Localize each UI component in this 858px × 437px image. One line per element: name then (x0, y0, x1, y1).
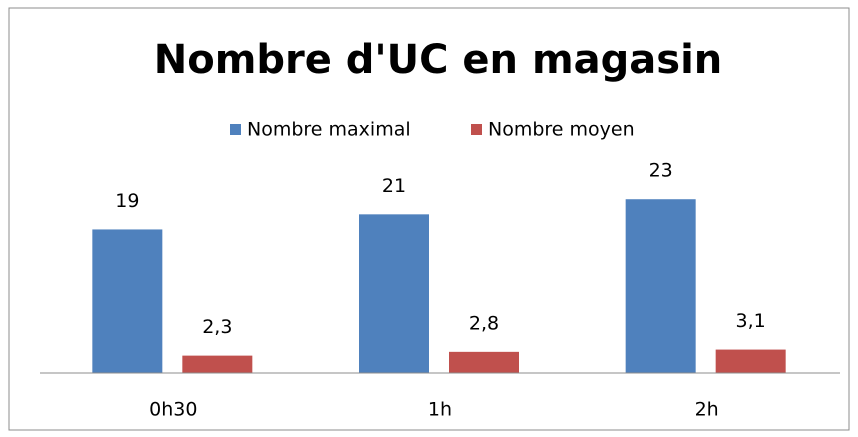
data-label: 23 (649, 160, 673, 182)
data-label: 3,1 (736, 310, 766, 332)
data-label: 19 (115, 190, 139, 212)
legend-swatch (471, 124, 482, 135)
bar (359, 214, 429, 373)
chart-title: Nombre d'UC en magasin (154, 37, 723, 83)
data-label: 2,3 (202, 316, 232, 338)
bar (715, 349, 786, 373)
x-tick-label: 1h (428, 399, 452, 421)
x-tick-label: 0h30 (149, 399, 197, 421)
legend-label: Nombre moyen (488, 119, 635, 141)
legend-label: Nombre maximal (247, 119, 411, 141)
bar (625, 199, 696, 373)
data-label: 21 (382, 175, 406, 197)
bar (449, 351, 519, 373)
bar (92, 229, 163, 373)
data-label: 2,8 (469, 312, 499, 334)
x-tick-label: 2h (695, 399, 719, 421)
bar (182, 355, 253, 373)
legend-swatch (230, 124, 241, 135)
